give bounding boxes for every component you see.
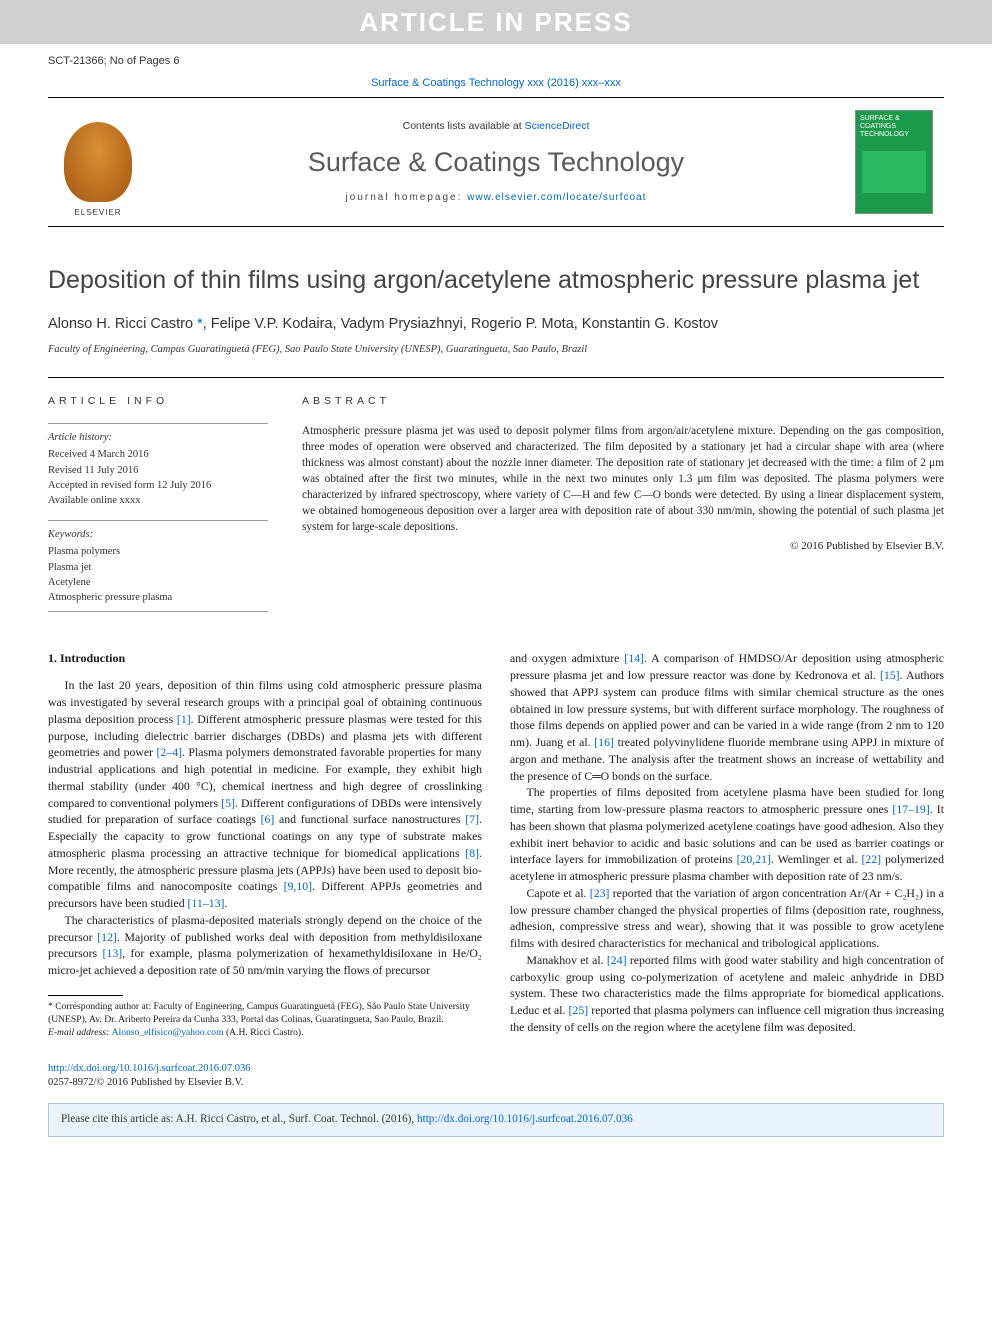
article-id: SCT-21366; No of Pages 6 (48, 54, 179, 69)
email-link[interactable]: Alonso_elfisico@yahoo.com (112, 1027, 224, 1038)
article-title: Deposition of thin films using argon/ace… (48, 265, 944, 296)
elsevier-logo-icon: ELSEVIER (64, 122, 132, 202)
author-1: Alonso H. Ricci Castro (48, 316, 197, 332)
ref-16[interactable]: [16] (594, 735, 614, 749)
authors-line: Alonso H. Ricci Castro *, Felipe V.P. Ko… (48, 314, 944, 334)
affiliation: Faculty of Engineering, Campus Guarating… (48, 343, 944, 358)
ref-12[interactable]: [12] (97, 930, 117, 944)
abstract-head: ABSTRACT (302, 394, 944, 409)
keyword-1: Plasma polymers (48, 544, 268, 559)
keyword-2: Plasma jet (48, 560, 268, 575)
authors-rest: , Felipe V.P. Kodaira, Vadym Prysiazhnyi… (203, 316, 718, 332)
ref-17-19[interactable]: [17–19] (892, 802, 929, 816)
para-3: and oxygen admixture [14]. A comparison … (510, 650, 944, 784)
ref-15[interactable]: [15] (880, 668, 900, 682)
history-accepted: Accepted in revised form 12 July 2016 (48, 478, 268, 493)
ref-8[interactable]: [8] (465, 846, 479, 860)
ref-9-10[interactable]: [9,10] (284, 879, 313, 893)
abstract-text: Atmospheric pressure plasma jet was used… (302, 423, 944, 535)
ref-25[interactable]: [25] (569, 1003, 589, 1017)
doi-link[interactable]: http://dx.doi.org/10.1016/j.surfcoat.201… (48, 1063, 251, 1074)
homepage-prefix: journal homepage: (346, 192, 468, 203)
cite-prefix: Please cite this article as: A.H. Ricci … (61, 1113, 417, 1125)
para-2: The characteristics of plasma-deposited … (48, 912, 482, 979)
ref-23[interactable]: [23] (590, 886, 610, 900)
ref-1[interactable]: [1] (177, 712, 191, 726)
ref-13[interactable]: [13] (103, 946, 123, 960)
homepage-link[interactable]: www.elsevier.com/locate/surfcoat (467, 192, 646, 203)
homepage-line: journal homepage: www.elsevier.com/locat… (148, 191, 844, 205)
journal-center: Contents lists available at ScienceDirec… (148, 98, 844, 226)
footnote-email: E-mail address: Alonso_elfisico@yahoo.co… (48, 1027, 482, 1040)
para-5: Capote et al. [23] reported that the var… (510, 885, 944, 952)
publisher-logo-cell: ELSEVIER (48, 98, 148, 226)
publisher-label: ELSEVIER (74, 207, 121, 218)
keywords-label: Keywords: (48, 527, 268, 542)
cite-doi-link[interactable]: http://dx.doi.org/10.1016/j.surfcoat.201… (417, 1113, 633, 1125)
email-label: E-mail address: (48, 1027, 112, 1038)
para-1: In the last 20 years, deposition of thin… (48, 677, 482, 912)
ref-11-13[interactable]: [11–13] (188, 896, 225, 910)
ref-24[interactable]: [24] (607, 953, 627, 967)
issn-line: 0257-8972/© 2016 Published by Elsevier B… (48, 1077, 243, 1088)
doi-block: http://dx.doi.org/10.1016/j.surfcoat.201… (48, 1062, 944, 1091)
email-suffix: (A.H. Ricci Castro). (224, 1027, 304, 1038)
journal-issue-link[interactable]: Surface & Coatings Technology xxx (2016)… (48, 76, 944, 91)
ref-6[interactable]: [6] (261, 812, 275, 826)
contents-line: Contents lists available at ScienceDirec… (148, 119, 844, 134)
sciencedirect-link[interactable]: ScienceDirect (525, 120, 590, 132)
article-info-head: ARTICLE INFO (48, 394, 268, 409)
cite-box: Please cite this article as: A.H. Ricci … (48, 1103, 944, 1137)
history-revised: Revised 11 July 2016 (48, 463, 268, 478)
ref-7[interactable]: [7] (465, 812, 479, 826)
keyword-4: Atmospheric pressure plasma (48, 590, 268, 605)
body-columns: 1. Introduction In the last 20 years, de… (48, 650, 944, 1039)
abstract-col: ABSTRACT Atmospheric pressure plasma jet… (302, 394, 944, 624)
ref-14[interactable]: [14] (624, 651, 644, 665)
copyright-line: © 2016 Published by Elsevier B.V. (302, 539, 944, 554)
keyword-3: Acetylene (48, 575, 268, 590)
para-4: The properties of films deposited from a… (510, 784, 944, 885)
journal-name: Surface & Coatings Technology (148, 144, 844, 182)
history-block: Article history: Received 4 March 2016 R… (48, 423, 268, 508)
top-meta-row: SCT-21366; No of Pages 6 (48, 54, 944, 69)
history-online: Available online xxxx (48, 493, 268, 508)
ref-22[interactable]: [22] (861, 852, 881, 866)
contents-prefix: Contents lists available at (403, 120, 525, 132)
ref-2-4[interactable]: [2–4] (156, 745, 182, 759)
watermark-banner: ARTICLE IN PRESS (0, 0, 992, 44)
history-label: Article history: (48, 430, 268, 445)
journal-header-box: ELSEVIER Contents lists available at Sci… (48, 97, 944, 227)
journal-cover-icon: SURFACE & COATINGS TECHNOLOGY (855, 110, 933, 214)
footnote-separator (48, 995, 123, 996)
info-abstract-row: ARTICLE INFO Article history: Received 4… (48, 377, 944, 624)
cover-cell: SURFACE & COATINGS TECHNOLOGY (844, 98, 944, 226)
footnote-corresponding: * Corresponding author at: Faculty of En… (48, 1001, 482, 1027)
para-6: Manakhov et al. [24] reported films with… (510, 952, 944, 1036)
ref-5[interactable]: [5] (221, 796, 235, 810)
article-info-col: ARTICLE INFO Article history: Received 4… (48, 394, 268, 624)
keywords-block: Keywords: Plasma polymers Plasma jet Ace… (48, 520, 268, 612)
section-1-head: 1. Introduction (48, 650, 482, 667)
ref-20-21[interactable]: [20,21] (737, 852, 771, 866)
history-received: Received 4 March 2016 (48, 447, 268, 462)
